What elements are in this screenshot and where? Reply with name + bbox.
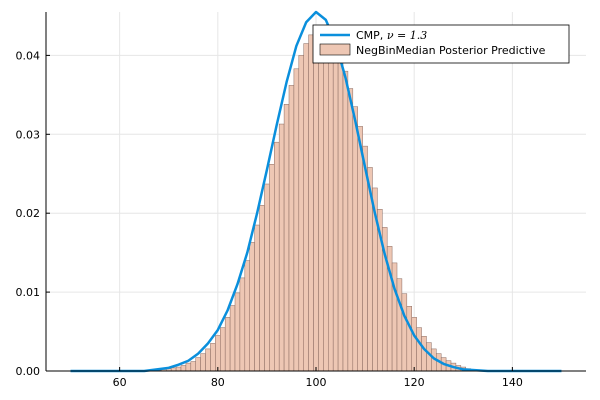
x-tick-label: 60: [113, 376, 127, 389]
y-tick-label: 0.03: [16, 128, 41, 141]
y-tick-label: 0.04: [16, 49, 41, 62]
legend-bar-swatch: [319, 43, 351, 56]
x-tick-label: 100: [306, 376, 327, 389]
histogram-bar: [175, 366, 182, 372]
legend-label-cmp-math: ν = 1.3: [387, 29, 427, 42]
histogram-bar: [328, 35, 334, 372]
histogram-bar: [416, 327, 422, 372]
tick-labels: 60 80 100 120 140 0.00 0.01 0.02 0.03 0.04: [16, 49, 523, 389]
histogram-bar: [406, 306, 412, 372]
histogram-bar: [269, 164, 275, 372]
histogram-bar: [298, 55, 304, 372]
x-tick-label: 140: [502, 376, 523, 389]
cmp-curve: [70, 10, 562, 373]
legend-label-cmp-prefix: CMP,: [356, 29, 387, 42]
histogram-bar: [342, 70, 349, 372]
histogram-bar: [401, 293, 408, 372]
legend: CMP, ν = 1.3 NegBinMedian Posterior Pred…: [312, 24, 570, 64]
legend-label-cmp: CMP, ν = 1.3: [356, 29, 427, 42]
histogram-bar: [200, 353, 206, 372]
histogram-bar: [337, 56, 344, 372]
histogram-bar: [347, 88, 354, 372]
histogram-bar: [234, 292, 241, 372]
histogram-bar: [293, 68, 300, 372]
x-tick-label: 80: [211, 376, 225, 389]
histogram-bar: [303, 43, 309, 372]
histogram-bar: [288, 85, 295, 372]
histogram-bar: [220, 327, 226, 372]
histogram-bar: [210, 343, 216, 372]
histogram-bar: [278, 123, 285, 372]
histogram-bar: [195, 357, 201, 372]
histogram-bar: [264, 183, 270, 372]
histogram-bar: [421, 336, 427, 372]
histogram-bar: [254, 224, 260, 372]
legend-label-negbin: NegBinMedian Posterior Predictive: [356, 44, 546, 57]
histogram-bar: [274, 141, 280, 372]
histogram-bar: [244, 260, 250, 372]
y-tick-label: 0.02: [16, 207, 41, 220]
histogram-bar: [352, 106, 358, 372]
y-tick-label: 0.01: [16, 286, 41, 299]
histogram-bar: [239, 277, 246, 372]
histogram-bar: [259, 205, 265, 372]
histogram-bar: [332, 44, 339, 372]
histogram-bar: [323, 29, 329, 372]
x-tick-label: 120: [404, 376, 425, 389]
histogram-bar: [224, 317, 231, 372]
histogram-bar: [357, 126, 363, 372]
histogram-bar: [185, 362, 192, 372]
histogram-bar: [229, 305, 236, 372]
histogram-bar: [215, 335, 221, 372]
legend-box: [312, 24, 570, 64]
histogram-bar: [249, 242, 255, 372]
histogram-bar: [180, 365, 187, 372]
histogram-bar: [283, 104, 290, 372]
y-tick-label: 0.00: [16, 365, 41, 378]
histogram-bar: [313, 29, 319, 372]
histogram-bar: [411, 317, 417, 372]
histogram-bar: [308, 34, 314, 372]
histogram-bar: [190, 361, 196, 372]
histogram-bar: [396, 278, 403, 372]
histogram-bar: [318, 27, 324, 372]
histogram-bar: [205, 348, 211, 372]
